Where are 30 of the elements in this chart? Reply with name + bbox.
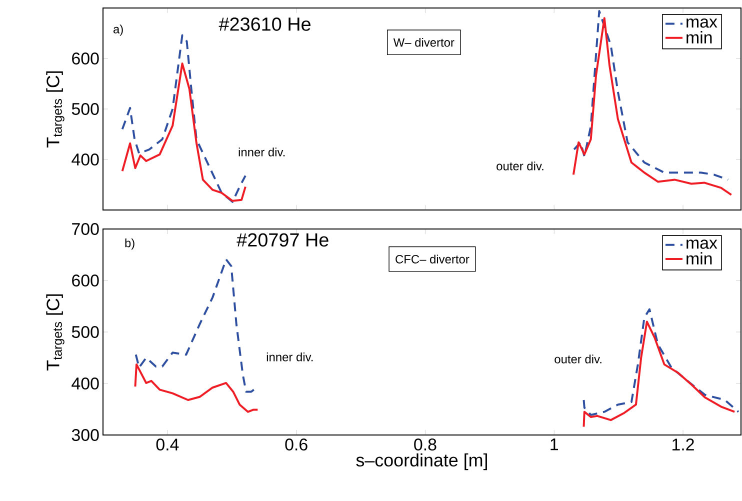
- annotation: CFC– divertor: [396, 254, 470, 264]
- annotation: inner div.: [266, 352, 313, 362]
- y-tick-label: 300: [72, 429, 99, 441]
- y-tick-label: 700: [72, 223, 99, 236]
- annotation: b): [125, 238, 134, 250]
- y-tick-label: 500: [72, 326, 99, 338]
- y-tick-label: 500: [72, 103, 99, 115]
- y-tick-label: 600: [72, 52, 99, 64]
- annotation: outer div.: [496, 162, 544, 170]
- legend-label: min: [686, 31, 712, 44]
- annotation: a): [114, 24, 123, 36]
- legend-label: max: [686, 240, 718, 249]
- x-axis-title: s–coordinate [m]: [356, 453, 487, 470]
- annotation: W– divertor: [393, 38, 454, 47]
- y-tick-label: 600: [72, 274, 99, 287]
- x-tick-label: 0.6: [285, 438, 308, 451]
- x-tick-label: 1.2: [672, 438, 694, 450]
- y-axis-title: T$_{targets}$ [C]: [46, 294, 64, 370]
- annotation: inner div.: [238, 148, 285, 156]
- legend-label: max: [686, 18, 718, 28]
- legend-label: min: [686, 252, 712, 264]
- y-axis-title: T$_{targets}$ [C]: [46, 71, 64, 148]
- y-tick-label: 400: [72, 154, 99, 166]
- y-tick-label: 400: [72, 378, 99, 390]
- x-tick-label: 0.8: [414, 438, 436, 451]
- annotation: outer div.: [554, 354, 602, 364]
- x-tick-label: 1: [550, 438, 558, 450]
- x-tick-label: 0.4: [156, 438, 179, 451]
- annotation: #20797 He: [236, 233, 328, 247]
- annotation: #23610 He: [218, 17, 310, 31]
